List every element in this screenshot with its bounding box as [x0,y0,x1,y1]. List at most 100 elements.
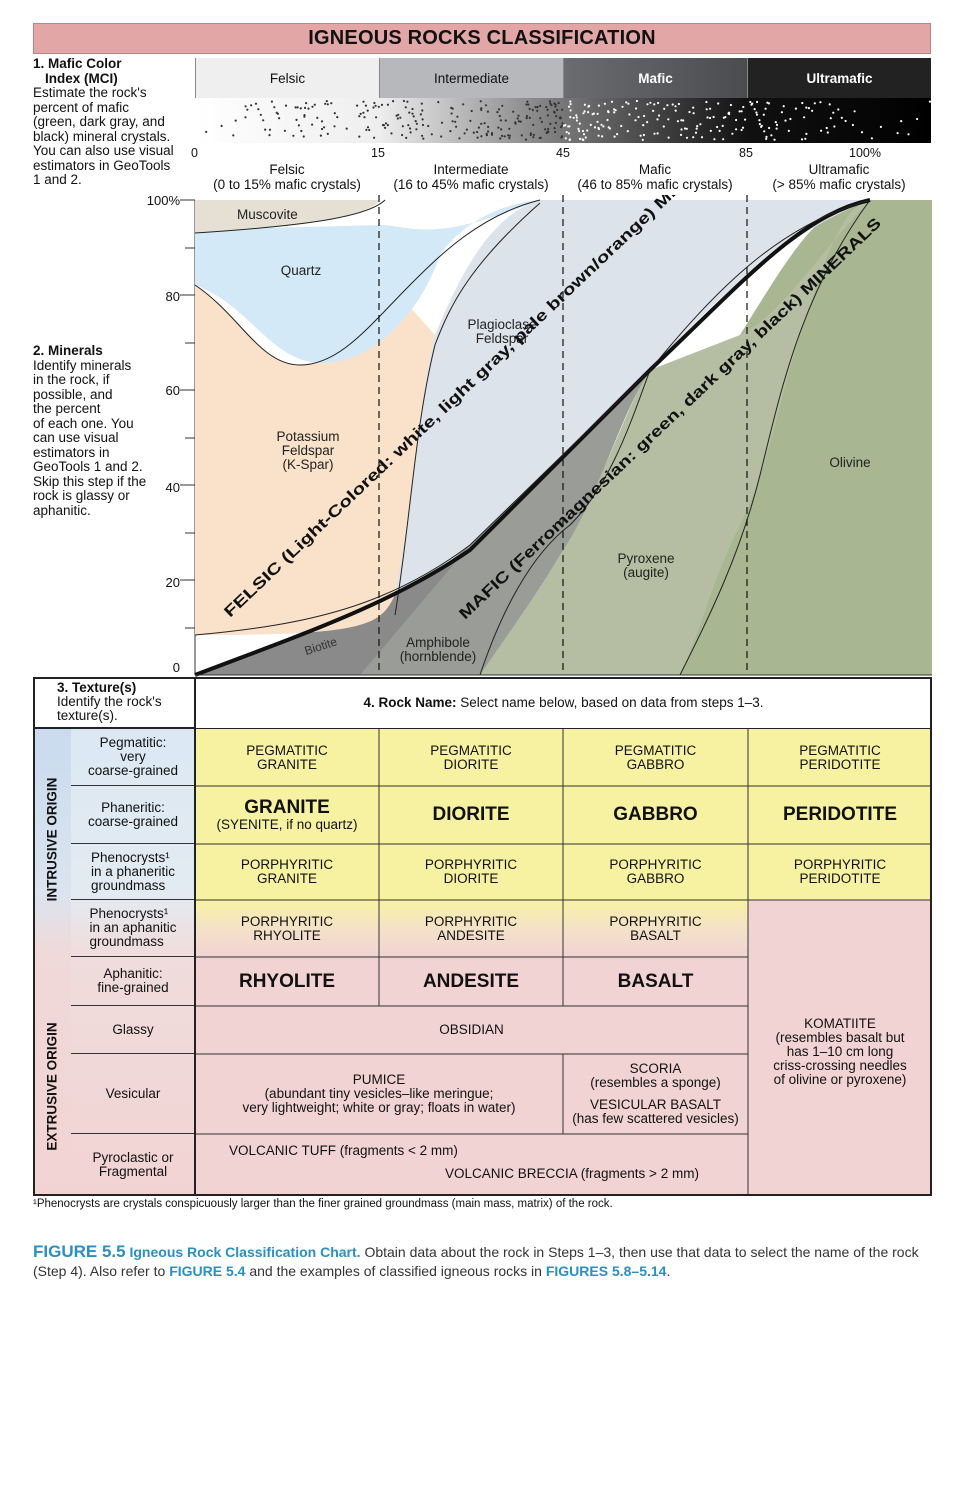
mci-dot [377,105,380,108]
page-title: IGNEOUS ROCKS CLASSIFICATION [33,23,931,54]
mci-dot [508,134,511,137]
mci-dot [386,103,389,106]
mci-dot [657,101,660,105]
mci-dot [324,102,327,105]
rock-line: criss-crossing needles [773,1058,907,1073]
mci-dot [517,114,520,117]
mci-dot [597,134,600,137]
caption-ref[interactable]: FIGURE 5.4 [169,1263,246,1279]
mci-dot [569,116,572,119]
mci-dot [507,134,510,137]
step2-text: 2. Minerals Identify minerals in the roc… [33,343,193,518]
mci-cell-felsic: Felsic [195,58,379,98]
mci-dot [395,114,398,117]
mci-dot [539,104,542,107]
footnote: ¹Phenocrysts are crystals conspicuously … [33,1198,613,1210]
rock-porphyritic-rhyolite: PORPHYRITIC RHYOLITE [195,900,379,957]
mci-dot [564,137,567,140]
mci-dot [336,116,339,119]
texture-line: coarse-grained [87,763,179,778]
rock-granite: GRANITE (SYENITE, if no quartz) [195,786,379,844]
mci-dot [499,119,502,122]
mci-dot [578,122,581,125]
mci-dot [333,112,336,115]
mci-dot [554,103,557,106]
rock-line: PUMICE [352,1072,406,1087]
texture-line: Vesicular [105,1085,161,1101]
texture-line: in a phaneritic [90,863,176,879]
mci-dot [582,112,585,115]
category-name: Mafic [638,162,672,177]
label-olivine: Olivine [829,455,870,470]
mci-dot [735,128,738,131]
label-kspar-2: Feldspar [282,443,335,458]
step2-line: can use visual [33,430,119,445]
step2-line: Skip this step if the [33,473,147,489]
mci-dot [409,127,412,130]
mci-dot [620,124,623,128]
mci-dot [825,126,828,130]
mci-dot [364,104,367,107]
mci-dot [556,108,559,112]
mci-dot [362,111,365,114]
mci-dot [508,137,511,140]
mci-dot [531,108,534,112]
mci-tick: 45 [556,146,570,160]
rock-line: ANDESITE [437,927,505,943]
label-plagioclase-2: Feldspar [476,331,529,346]
mci-dot [568,138,571,141]
mci-dot [705,108,708,111]
mci-dot [667,136,670,139]
mci-dot [397,113,400,116]
texture-line: Fragmental [98,1164,168,1179]
mci-dot [692,106,695,109]
mci-dot [635,99,638,103]
mci-dot [295,118,298,121]
mci-dot [486,110,489,113]
step1-heading-2: Index (MCI) [45,70,118,86]
mci-dot [372,106,375,109]
mci-dot [656,118,659,121]
porph-aphanitic-block [195,900,748,957]
rock-scoria-vesicular-basalt: SCORIA (resembles a sponge) VESICULAR BA… [563,1054,748,1134]
category-mafic: Mafic (46 to 85% mafic crystals) [563,162,747,192]
rock-porphyritic-diorite: PORPHYRITIC DIORITE [379,844,563,900]
mci-tick: 0 [191,146,198,160]
mci-dot [667,118,670,121]
mci-dot [742,105,745,109]
mci-dot [592,112,595,115]
rock-peridotite: PERIDOTITE [748,786,932,844]
mci-dot [500,134,504,137]
rock-andesite: ANDESITE [379,957,563,1006]
mci-dot [479,100,482,103]
mci-dot [642,124,645,127]
mci-dot [601,135,604,138]
mci-dot [408,111,411,114]
kspar-area [195,285,435,635]
mci-dot [634,119,637,122]
mci-dot [409,131,412,134]
mci-dot [412,115,415,118]
step4-heading: 4. Rock Name: [363,694,457,710]
mci-dot [587,104,591,107]
mci-dot-estimator [195,98,931,143]
rock-line: PORPHYRITIC [609,913,702,929]
mci-dot [741,126,745,129]
mci-dot [485,134,488,137]
category-felsic: Felsic (0 to 15% mafic crystals) [195,162,379,192]
mci-dot [480,122,483,125]
mci-dot [484,104,488,107]
caption-ref[interactable]: FIGURES 5.8–5.14 [545,1263,667,1279]
rock-line: PORPHYRITIC [240,857,334,872]
rock-name: GABBRO [613,804,698,825]
mci-dot [805,132,808,135]
mci-tick: 85 [739,146,753,160]
caption-figure-number: FIGURE 5.5 [33,1242,126,1261]
mci-dot [544,128,547,131]
mci-dot [694,131,698,134]
mci-dot [671,103,674,106]
rock-line: has 1–10 cm long [786,1044,894,1059]
label-amphibole: Amphibole [406,635,470,650]
mci-dot [519,120,522,123]
step1-line: estimators in GeoTools [33,157,171,173]
